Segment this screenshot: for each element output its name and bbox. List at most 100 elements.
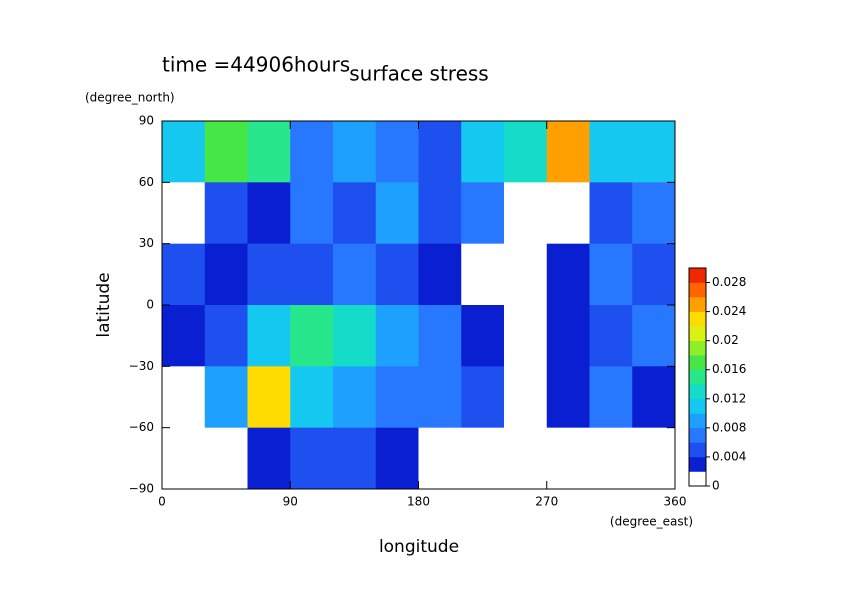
contour-cell bbox=[204, 243, 248, 306]
contour-cell bbox=[546, 366, 590, 429]
chart-title: surface stress bbox=[349, 62, 488, 86]
contour-cell bbox=[632, 121, 676, 183]
contour-cell bbox=[375, 243, 419, 306]
contour-cell bbox=[461, 427, 505, 490]
contour-cell bbox=[504, 427, 548, 490]
colorbar-tick-label: 0.028 bbox=[712, 275, 746, 289]
contour-cell bbox=[375, 121, 419, 183]
contour-cell bbox=[247, 366, 291, 429]
contour-cell bbox=[204, 305, 248, 367]
contour-cell bbox=[290, 366, 334, 429]
contour-cell bbox=[589, 305, 633, 367]
contour-cell bbox=[247, 182, 291, 245]
contour-cell bbox=[162, 182, 206, 245]
contour-cell bbox=[461, 305, 505, 367]
contour-cell bbox=[589, 182, 633, 245]
contour-cell bbox=[247, 121, 291, 183]
contour-cell bbox=[418, 305, 462, 367]
colorbar-swatch bbox=[689, 311, 706, 327]
contour-cell bbox=[204, 427, 248, 490]
contour-cell bbox=[418, 243, 462, 306]
contour-cell bbox=[632, 366, 676, 429]
contour-cell bbox=[504, 305, 548, 367]
colorbar-tick-label: 0.012 bbox=[712, 391, 746, 405]
contour-cell bbox=[461, 366, 505, 429]
colorbar-swatch bbox=[689, 326, 706, 341]
colorbar-swatch bbox=[689, 297, 706, 312]
contour-cell bbox=[546, 305, 590, 367]
contour-cell bbox=[290, 427, 334, 490]
contour-cell bbox=[589, 427, 633, 490]
y-tick-label: 90 bbox=[139, 114, 154, 128]
contour-cell bbox=[290, 305, 334, 367]
contour-cell bbox=[589, 243, 633, 306]
contour-cell bbox=[162, 366, 206, 429]
contour-cell bbox=[461, 243, 505, 306]
contour-cell bbox=[546, 182, 590, 245]
y-axis-label: latitude bbox=[94, 272, 114, 337]
contour-cell bbox=[632, 243, 676, 306]
contour-cell bbox=[204, 366, 248, 429]
colorbar-tick-label: 0.008 bbox=[712, 420, 746, 434]
contour-cell bbox=[333, 427, 377, 490]
contour-cell bbox=[333, 121, 377, 183]
contour-cell bbox=[632, 427, 676, 490]
x-axis-label: longitude bbox=[379, 537, 459, 557]
contour-cell bbox=[375, 182, 419, 245]
colorbar-tick-label: 0.016 bbox=[712, 362, 746, 376]
x-tick-label: 270 bbox=[535, 495, 558, 509]
contour-cell bbox=[418, 427, 462, 490]
colorbar-swatch bbox=[689, 355, 706, 371]
contour-cell bbox=[375, 427, 419, 490]
colorbar-swatch bbox=[689, 384, 706, 400]
contour-cell bbox=[546, 121, 590, 183]
contour-cell bbox=[632, 182, 676, 245]
contour-cell bbox=[504, 243, 548, 306]
colorbar-swatch bbox=[689, 369, 706, 385]
contour-cell bbox=[204, 121, 248, 183]
contour-cell bbox=[418, 121, 462, 183]
x-tick-label: 90 bbox=[283, 495, 298, 509]
colorbar-swatch bbox=[689, 268, 706, 283]
y-tick-label: −30 bbox=[129, 359, 154, 373]
y-tick-label: 0 bbox=[146, 298, 154, 312]
x-tick-label: 0 bbox=[158, 495, 166, 509]
contour-cell bbox=[162, 121, 206, 183]
x-tick-label: 360 bbox=[664, 495, 687, 509]
colorbar-swatch bbox=[689, 442, 706, 458]
contour-cell bbox=[204, 182, 248, 245]
colorbar-frame bbox=[688, 267, 707, 487]
contour-cell bbox=[290, 121, 334, 183]
contour-cell bbox=[333, 366, 377, 429]
y-tick-label: −60 bbox=[129, 420, 154, 434]
colorbar-swatch bbox=[689, 340, 706, 356]
contour-cell bbox=[247, 305, 291, 367]
colorbar-tick-label: 0.02 bbox=[712, 333, 739, 347]
y-tick-label: −90 bbox=[129, 482, 154, 496]
contour-cell bbox=[375, 305, 419, 367]
contour-cell bbox=[632, 305, 676, 367]
contour-cell bbox=[162, 305, 206, 367]
contour-cell bbox=[290, 243, 334, 306]
colorbar-tick-label: 0.024 bbox=[712, 304, 746, 318]
y-tick-label: 30 bbox=[139, 236, 154, 250]
contour-cell bbox=[333, 182, 377, 245]
contour-cell bbox=[546, 427, 590, 490]
contour-cell bbox=[333, 305, 377, 367]
contour-cell bbox=[247, 243, 291, 306]
contour-cell bbox=[546, 243, 590, 306]
colorbar-swatch bbox=[689, 456, 706, 472]
contour-cell bbox=[333, 243, 377, 306]
contour-cell bbox=[375, 366, 419, 429]
contour-cell bbox=[461, 121, 505, 183]
contour-cell bbox=[162, 243, 206, 306]
colorbar-swatch bbox=[689, 398, 706, 414]
contour-cell bbox=[504, 121, 548, 183]
colorbar-tick-label: 0 bbox=[712, 479, 720, 493]
colorbar-swatch bbox=[689, 413, 706, 429]
colorbar-tick-label: 0.004 bbox=[712, 449, 746, 463]
contour-cell bbox=[589, 366, 633, 429]
contour-cell bbox=[418, 182, 462, 245]
y-unit: (degree_north) bbox=[85, 91, 175, 105]
contour-cell bbox=[589, 121, 633, 183]
